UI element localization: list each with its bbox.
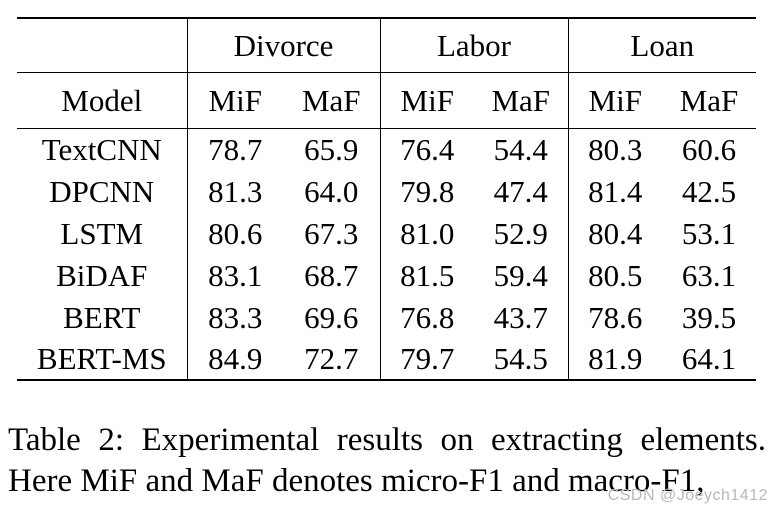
group-header-labor: Labor <box>379 18 568 73</box>
value-cell: 42.5 <box>681 173 737 209</box>
value-cell: 54.5 <box>493 341 548 376</box>
value-cell: 39.5 <box>681 299 737 335</box>
model-cell: BiDAF <box>56 257 148 293</box>
value-cell: 80.3 <box>567 128 662 170</box>
col-header-divorce-maf: MaF <box>283 72 380 129</box>
value-cell: 47.4 <box>493 173 548 209</box>
col-header-divorce-mif: MiF <box>186 72 283 129</box>
table-row-bert: BERT 83.3 69.6 76.8 43.7 78.6 39.5 <box>17 296 756 338</box>
value-cell-best: 81.9 <box>567 338 662 380</box>
group-header-divorce: Divorce <box>186 18 380 73</box>
value-cell: 65.9 <box>304 131 359 167</box>
value-cell-best: 59.4 <box>493 257 548 293</box>
value-cell: 80.4 <box>567 212 662 254</box>
caption-line-2: Here MiF and MaF denotes micro-F1 and ma… <box>8 463 705 499</box>
table-row-lstm: LSTM 80.6 67.3 81.0 52.9 80.4 53.1 <box>17 212 756 254</box>
value-cell: 79.8 <box>379 170 474 212</box>
value-cell: 63.1 <box>681 257 737 293</box>
value-cell: 69.6 <box>304 299 359 335</box>
value-cell: 83.3 <box>186 296 283 338</box>
model-cell: TextCNN <box>41 131 162 167</box>
value-cell: 60.6 <box>681 131 737 167</box>
table-row-textcnn: TextCNN 78.7 65.9 76.4 54.4 80.3 60.6 <box>17 128 756 170</box>
value-cell-best: 72.7 <box>304 341 359 376</box>
value-cell: 67.3 <box>304 215 359 251</box>
model-cell: DPCNN <box>49 173 155 209</box>
caption-line-1: Table 2: Experimental results on extract… <box>8 422 766 458</box>
value-cell: 76.8 <box>379 296 474 338</box>
value-cell-best: 64.1 <box>681 341 737 376</box>
value-cell: 53.1 <box>681 215 737 251</box>
col-header-loan-maf: MaF <box>662 72 757 129</box>
column-header-row: Model MiF MaF MiF MaF MiF MaF <box>17 72 757 129</box>
value-cell: 78.6 <box>567 296 662 338</box>
value-cell: 43.7 <box>493 299 548 335</box>
value-cell: 81.4 <box>567 170 662 212</box>
value-cell: 54.4 <box>493 131 548 167</box>
group-header-spacer <box>17 18 187 73</box>
value-cell: 80.6 <box>186 212 283 254</box>
value-cell: 80.5 <box>567 254 662 296</box>
value-cell-best: 84.9 <box>186 338 283 380</box>
model-cell: BERT-MS <box>36 341 167 376</box>
value-cell: 79.7 <box>379 338 474 380</box>
value-cell: 68.7 <box>304 257 359 293</box>
watermark: CSDN @Joeych1412 <box>607 487 768 504</box>
value-cell: 83.1 <box>186 254 283 296</box>
value-cell-best: 81.5 <box>379 254 474 296</box>
col-header-loan-mif: MiF <box>567 72 662 129</box>
value-cell: 81.0 <box>379 212 474 254</box>
value-cell: 52.9 <box>493 215 548 251</box>
results-table: Divorce Labor Loan Model MiF MaF MiF MaF… <box>17 17 757 381</box>
value-cell: 81.3 <box>186 170 283 212</box>
group-header-loan: Loan <box>567 18 757 73</box>
table-caption: Table 2: Experimental results on extract… <box>8 420 766 502</box>
value-cell: 76.4 <box>379 128 474 170</box>
value-cell: 64.0 <box>304 173 359 209</box>
model-cell: BERT <box>63 299 141 335</box>
col-header-labor-mif: MiF <box>379 72 474 129</box>
col-header-model: Model <box>17 72 187 129</box>
table-row-bert-ms: BERT-MS 84.9 72.7 79.7 54.5 81.9 64.1 <box>17 338 756 380</box>
group-header-row: Divorce Labor Loan <box>17 18 757 73</box>
col-header-labor-maf: MaF <box>474 72 568 129</box>
table-row-bidaf: BiDAF 83.1 68.7 81.5 59.4 80.5 63.1 <box>17 254 756 296</box>
value-cell: 78.7 <box>186 128 283 170</box>
table-row-dpcnn: DPCNN 81.3 64.0 79.8 47.4 81.4 42.5 <box>17 170 756 212</box>
model-cell: LSTM <box>60 215 144 251</box>
results-table-wrapper: Divorce Labor Loan Model MiF MaF MiF MaF… <box>17 17 757 381</box>
